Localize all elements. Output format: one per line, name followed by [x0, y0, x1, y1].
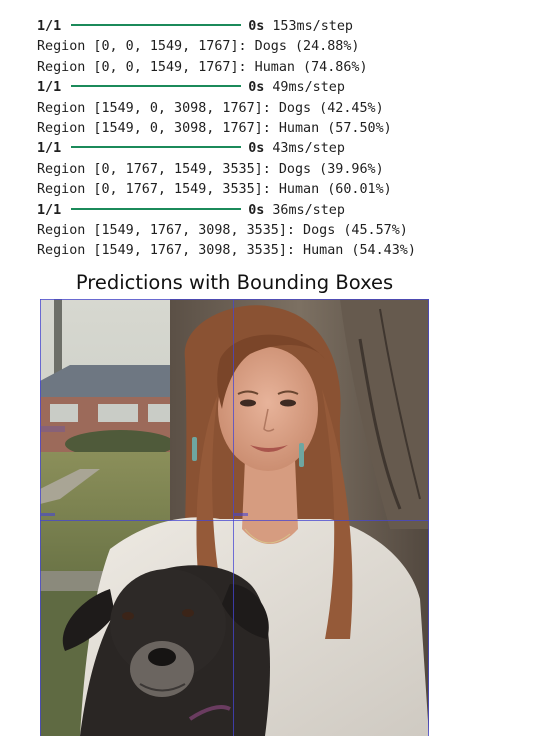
progress-duration: 0s	[248, 202, 265, 218]
cell-output-log: 1/1 0s 153ms/step Region [0, 0, 1549, 1767…	[37, 17, 416, 262]
bounding-box-border-left	[40, 299, 41, 736]
bounding-box-label-marker	[41, 426, 65, 432]
region-prediction-line: Region [0, 0, 1549, 1767]: Human (74.86%…	[37, 59, 368, 75]
progress-bar	[71, 85, 242, 88]
progress-step: 1/1	[37, 80, 62, 96]
bounding-box-border-top	[40, 299, 429, 300]
progress-bar	[71, 146, 242, 149]
progress-step: 1/1	[37, 19, 62, 34]
bounding-box-line-horizontal	[40, 520, 429, 521]
progress-rate: 36ms/step	[272, 202, 345, 218]
bounding-box-line-vertical	[233, 299, 234, 736]
region-prediction-line: Region [1549, 0, 3098, 1767]: Human (57.…	[37, 120, 392, 136]
progress-rate: 49ms/step	[272, 80, 345, 96]
region-prediction-line: Region [1549, 0, 3098, 1767]: Dogs (42.4…	[37, 100, 384, 116]
progress-step: 1/1	[37, 202, 62, 218]
progress-line: 1/1 0s 49ms/step	[37, 78, 416, 98]
progress-line: 1/1 0s 153ms/step	[37, 17, 416, 37]
bounding-box-label-marker	[234, 513, 248, 516]
progress-duration: 0s	[248, 80, 265, 96]
progress-bar	[71, 24, 242, 26]
progress-rate: 153ms/step	[272, 19, 353, 34]
region-prediction-line: Region [1549, 1767, 3098, 3535]: Dogs (4…	[37, 222, 408, 238]
progress-step: 1/1	[37, 141, 62, 157]
region-prediction-line: Region [0, 1767, 1549, 3535]: Human (60.…	[37, 182, 392, 198]
figure-title: Predictions with Bounding Boxes	[75, 271, 394, 294]
bounding-box-border-right	[428, 299, 429, 736]
progress-rate: 43ms/step	[272, 141, 345, 157]
progress-line: 1/1 0s 43ms/step	[37, 139, 416, 159]
progress-duration: 0s	[248, 19, 265, 34]
region-prediction-line: Region [0, 1767, 1549, 3535]: Dogs (39.9…	[37, 161, 384, 177]
progress-duration: 0s	[248, 141, 265, 157]
prediction-photo	[40, 299, 429, 736]
progress-bar	[71, 207, 242, 210]
progress-line: 1/1 0s 36ms/step	[37, 201, 416, 221]
prediction-figure	[40, 299, 429, 736]
region-prediction-line: Region [1549, 1767, 3098, 3535]: Human (…	[37, 243, 416, 259]
region-prediction-line: Region [0, 0, 1549, 1767]: Dogs (24.88%)	[37, 39, 360, 55]
bounding-box-label-marker	[41, 513, 55, 516]
